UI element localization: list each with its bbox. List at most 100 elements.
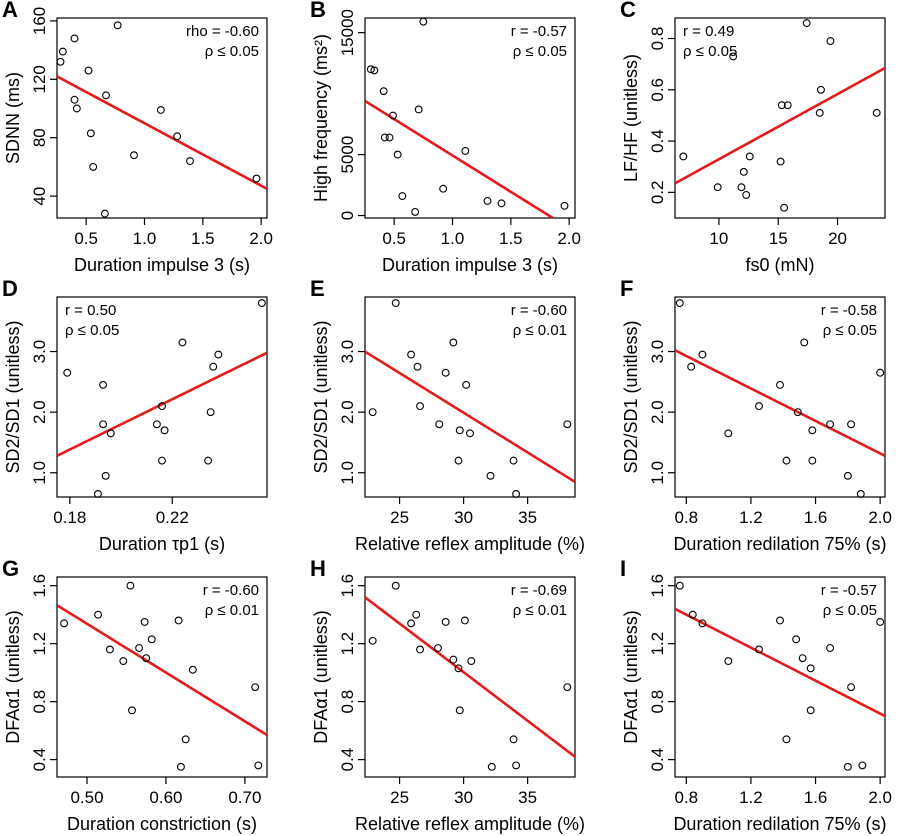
x-tick-label: 0.60 <box>149 788 182 807</box>
x-tick-label: 0.5 <box>74 229 98 248</box>
y-axis-label: SD2/SD1 (unitless) <box>3 320 23 473</box>
x-tick-label: 20 <box>828 229 847 248</box>
data-point <box>497 199 506 208</box>
data-point <box>173 132 182 141</box>
data-points <box>63 299 266 498</box>
data-point <box>254 761 263 770</box>
panel-label: I <box>620 556 626 581</box>
x-axis-label: Relative reflex amplitude (%) <box>355 534 585 554</box>
data-point <box>441 617 450 626</box>
data-point <box>455 426 464 435</box>
data-point <box>777 101 786 110</box>
x-tick-label: 2.0 <box>557 229 581 248</box>
data-point <box>815 108 824 117</box>
plot-frame <box>56 296 268 498</box>
regression-line <box>57 604 267 737</box>
data-point <box>416 402 425 411</box>
data-point <box>872 108 881 117</box>
data-point <box>755 402 763 411</box>
stat-annotation: r = -0.60 <box>511 302 567 319</box>
y-axis-label: SD2/SD1 (unitless) <box>621 320 641 473</box>
data-point <box>563 420 572 429</box>
plot-frame <box>56 17 268 219</box>
data-point <box>858 761 867 770</box>
data-point <box>186 157 194 166</box>
x-tick-label: 2.0 <box>868 508 892 527</box>
data-point <box>755 645 763 654</box>
data-point <box>806 664 815 673</box>
y-tick-label: 1.0 <box>648 461 667 485</box>
data-point <box>847 683 856 692</box>
data-point <box>102 91 110 100</box>
data-point <box>808 426 817 435</box>
data-point <box>99 380 108 389</box>
data-point <box>435 420 444 429</box>
data-point <box>486 471 495 480</box>
panel-d: D 0.18 0.22 Duration τp1 (s) 1.0 2.0 3.0 SD2/SD… <box>2 276 268 554</box>
y-tick-label: 0.8 <box>648 27 667 51</box>
x-tick-label: 1.6 <box>804 788 828 807</box>
data-point <box>142 654 151 663</box>
data-point <box>70 95 79 104</box>
data-point <box>826 420 835 429</box>
data-point <box>512 490 521 498</box>
y-tick-label: 3.0 <box>30 340 49 364</box>
data-point <box>113 21 122 30</box>
data-points <box>368 299 572 498</box>
x-tick-label: 0.18 <box>53 508 86 527</box>
data-point <box>461 146 470 155</box>
data-point <box>379 87 388 96</box>
y-tick-label: 1.2 <box>338 632 357 656</box>
data-point <box>808 456 817 465</box>
data-point <box>455 706 464 715</box>
stat-annotation: ρ ≤ 0.05 <box>205 43 259 60</box>
data-point <box>509 456 518 465</box>
y-axis: 1.0 2.0 3.0 SD2/SD1 (unitless) <box>621 320 675 485</box>
x-axis-label: fs0 (mN) <box>746 255 815 275</box>
data-point <box>391 299 400 308</box>
x-tick-label: 1.5 <box>499 229 523 248</box>
x-tick-label: 0.5 <box>382 229 406 248</box>
plot-frame <box>364 296 576 498</box>
data-points <box>675 299 885 498</box>
data-point <box>188 665 197 674</box>
y-tick-label: 40 <box>30 187 49 206</box>
stat-annotation: ρ ≤ 0.01 <box>513 322 567 339</box>
panel-label: D <box>2 276 18 301</box>
data-point <box>156 106 165 114</box>
data-point <box>782 456 791 465</box>
data-point <box>843 762 852 771</box>
x-axis-label: Relative reflex amplitude (%) <box>355 814 585 834</box>
stat-annotation: r = 0.50 <box>65 302 116 319</box>
x-axis: 0.5 1.0 1.5 2.0 Duration impulse 3 (s) <box>382 218 581 275</box>
data-point <box>876 617 885 626</box>
data-point <box>724 429 733 438</box>
data-point <box>368 408 377 417</box>
data-point <box>407 619 416 628</box>
data-point <box>99 420 108 429</box>
data-point <box>101 471 110 480</box>
data-point <box>178 338 187 347</box>
data-point <box>462 380 471 389</box>
data-points <box>56 21 261 218</box>
y-tick-label: 1.6 <box>338 574 357 598</box>
x-tick-label: 15 <box>769 229 788 248</box>
stat-annotation: ρ ≤ 0.05 <box>513 43 567 60</box>
data-point <box>847 420 856 429</box>
data-point <box>783 101 792 110</box>
x-axis-label: Duration impulse 3 (s) <box>74 255 250 275</box>
regression-line <box>57 351 267 457</box>
data-points <box>368 581 572 771</box>
x-axis: 0.50 0.60 0.70 Duration constriction (s) <box>67 777 261 834</box>
x-axis: 25 30 35 Relative reflex amplitude (%) <box>355 497 585 554</box>
stat-annotation: r = -0.57 <box>821 582 877 599</box>
data-point <box>856 490 865 498</box>
data-point <box>63 368 72 377</box>
data-point <box>105 645 114 654</box>
x-axis: 0.8 1.2 1.6 2.0 Duration redilation 75% (s) <box>673 497 892 554</box>
data-point <box>792 635 801 644</box>
regression-line <box>57 75 267 190</box>
data-point <box>414 105 423 114</box>
x-tick-label: 30 <box>454 788 473 807</box>
